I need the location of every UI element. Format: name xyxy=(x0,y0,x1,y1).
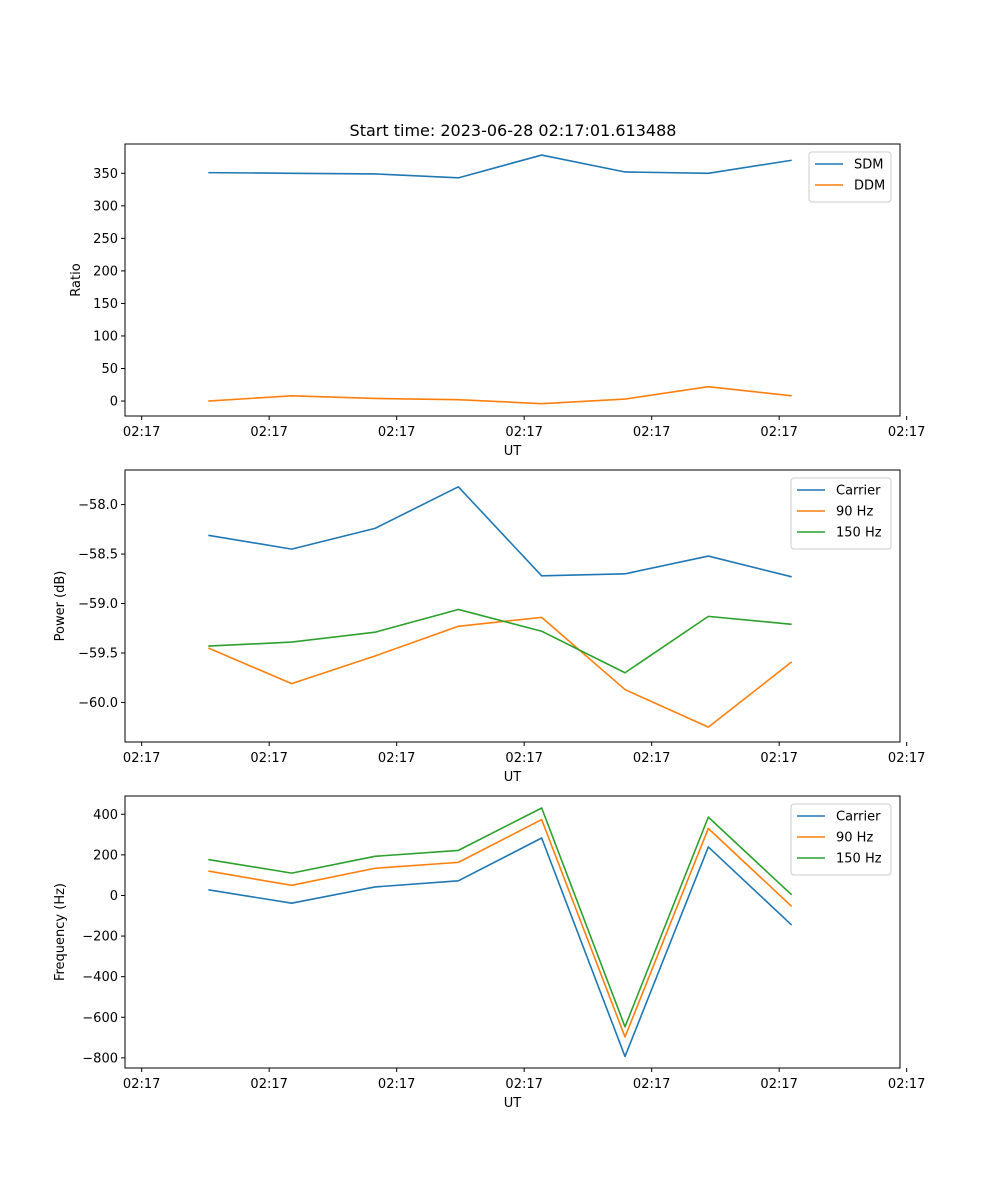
x-tick-label: 02:17 xyxy=(378,425,415,440)
y-tick-label: −60.0 xyxy=(78,696,118,711)
y-tick-label: 0 xyxy=(110,395,118,410)
x-tick-label: 02:17 xyxy=(250,1077,287,1092)
legend-label: 90 Hz xyxy=(836,505,873,520)
x-tick-label: 02:17 xyxy=(760,425,797,440)
x-tick-label: 02:17 xyxy=(378,1077,415,1092)
figure-title: Start time: 2023-06-28 02:17:01.613488 xyxy=(350,121,677,140)
x-tick-label: 02:17 xyxy=(633,1077,670,1092)
y-axis-label: Power (dB) xyxy=(53,571,68,642)
legend-label: 90 Hz xyxy=(836,831,873,846)
series-line-carrier xyxy=(208,837,793,1058)
axes-frame xyxy=(124,469,901,743)
legend: SDM DDM xyxy=(808,151,892,203)
series-line-150-hz xyxy=(208,807,793,1028)
y-axis-label: Frequency (Hz) xyxy=(53,883,68,981)
x-tick-label: 02:17 xyxy=(123,751,160,766)
panel-3: −800 −600 −400 −200 0 200 400 02:17 02:17 02:17 02… xyxy=(53,795,925,1111)
legend-label: SDM xyxy=(854,158,883,173)
series-line-150-hz xyxy=(208,608,792,674)
y-tick-label: 400 xyxy=(93,808,118,823)
y-tick-label: 50 xyxy=(101,362,118,377)
x-tick-label: 02:17 xyxy=(123,1077,160,1092)
series-line-90-hz xyxy=(208,616,793,728)
legend-label: Carrier xyxy=(836,810,881,825)
y-tick-label: 0 xyxy=(110,889,118,904)
y-tick-label: 350 xyxy=(93,167,118,182)
legend-label: Carrier xyxy=(836,484,881,499)
x-tick-label: 02:17 xyxy=(888,1077,925,1092)
x-tick-label: 02:17 xyxy=(633,751,670,766)
y-tick-label: −58.5 xyxy=(78,548,118,563)
legend-label: DDM xyxy=(854,179,885,194)
legend-label: 150 Hz xyxy=(836,852,882,867)
series-line-ddm xyxy=(208,385,792,405)
x-tick-label: 02:17 xyxy=(505,425,542,440)
y-tick-label: −59.0 xyxy=(78,597,118,612)
y-tick-label: 100 xyxy=(93,329,118,344)
x-tick-label: 02:17 xyxy=(250,751,287,766)
y-tick-label: 150 xyxy=(93,297,118,312)
y-tick-label: −400 xyxy=(82,970,118,985)
y-tick-label: 200 xyxy=(93,264,118,279)
x-tick-label: 02:17 xyxy=(123,425,160,440)
x-axis-label: UT xyxy=(504,1096,522,1111)
y-tick-label: −200 xyxy=(82,930,118,945)
x-tick-label: 02:17 xyxy=(760,1077,797,1092)
y-tick-label: −600 xyxy=(82,1011,118,1026)
x-axis-label: UT xyxy=(504,444,522,459)
y-tick-label: −58.0 xyxy=(78,498,118,513)
panel-2: −60.0 −59.5 −59.0 −58.5 −58.0 02:17 02:17 02:17… xyxy=(53,469,925,785)
axes-frame xyxy=(124,795,901,1069)
x-tick-label: 02:17 xyxy=(633,425,670,440)
series-line-carrier xyxy=(208,486,792,578)
y-tick-label: 250 xyxy=(93,232,118,247)
panel-1: 0 50 100 150 200 250 300 350 02:17 02:17 02:17 02:1… xyxy=(69,143,925,459)
axes-frame xyxy=(124,143,901,417)
y-axis-label: Ratio xyxy=(69,263,84,296)
x-tick-label: 02:17 xyxy=(505,1077,542,1092)
legend: Carrier 90 Hz 150 Hz xyxy=(790,803,892,876)
y-tick-label: −59.5 xyxy=(78,646,118,661)
x-tick-label: 02:17 xyxy=(888,425,925,440)
y-tick-label: −800 xyxy=(82,1051,118,1066)
series-line-sdm xyxy=(208,154,792,179)
legend-label: 150 Hz xyxy=(836,526,882,541)
y-tick-label: 200 xyxy=(93,848,118,863)
series-line-90-hz xyxy=(208,818,793,1038)
x-tick-label: 02:17 xyxy=(505,751,542,766)
x-tick-label: 02:17 xyxy=(250,425,287,440)
x-tick-label: 02:17 xyxy=(378,751,415,766)
legend: Carrier 90 Hz 150 Hz xyxy=(790,477,892,550)
x-tick-label: 02:17 xyxy=(760,751,797,766)
x-axis-label: UT xyxy=(504,770,522,785)
y-tick-label: 300 xyxy=(93,199,118,214)
x-tick-label: 02:17 xyxy=(888,751,925,766)
